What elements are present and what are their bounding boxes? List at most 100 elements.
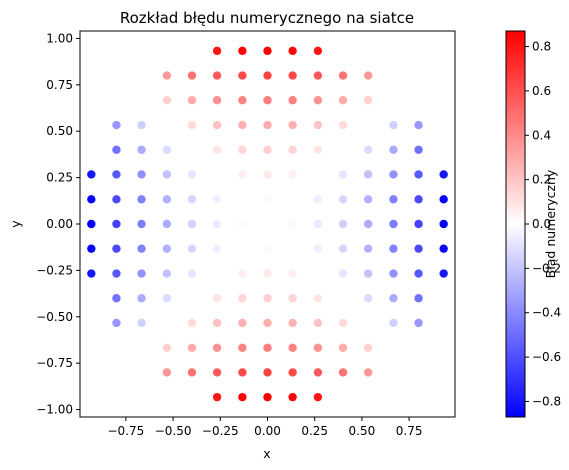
data-point <box>187 195 197 204</box>
data-point <box>238 96 247 105</box>
y-tick-label: 1.00 <box>46 31 73 45</box>
data-point <box>238 46 247 56</box>
data-point <box>338 120 348 130</box>
x-tick-label: −0.25 <box>202 424 239 438</box>
colorbar-label: Błąd numeryczny <box>543 169 558 278</box>
data-point <box>187 219 197 229</box>
data-point <box>162 195 172 204</box>
chart-title: Rozkład błędu numerycznego na siatce <box>120 9 414 27</box>
data-point <box>288 96 297 105</box>
data-point <box>363 294 373 303</box>
data-point <box>212 343 222 352</box>
data-point <box>238 195 247 204</box>
data-point <box>338 71 348 80</box>
data-point <box>288 294 297 303</box>
data-point <box>137 120 146 130</box>
data-point <box>212 392 222 402</box>
data-point <box>439 170 448 179</box>
data-point <box>137 96 146 105</box>
data-point <box>414 318 423 328</box>
data-point <box>187 343 197 352</box>
colorbar-tick-label: 0.4 <box>532 128 551 142</box>
data-point <box>288 170 297 179</box>
data-point <box>162 120 172 130</box>
data-point <box>363 269 373 278</box>
data-point <box>263 244 272 253</box>
data-point <box>212 120 222 130</box>
data-point <box>187 244 197 253</box>
colorbar-tick-label: −0.4 <box>532 306 561 320</box>
data-point <box>338 219 348 229</box>
data-point <box>288 244 297 253</box>
data-point <box>288 120 297 130</box>
data-point <box>162 368 172 377</box>
data-point <box>414 244 423 253</box>
data-point <box>313 46 323 56</box>
data-point <box>313 71 323 80</box>
data-point <box>338 269 348 278</box>
colorbar-tick-label: −0.2 <box>532 261 561 275</box>
data-point <box>137 195 146 204</box>
data-point <box>112 120 121 130</box>
data-point <box>263 46 272 56</box>
data-point <box>137 145 146 154</box>
x-tick-label: −0.50 <box>155 424 192 438</box>
data-point <box>112 219 121 229</box>
colorbar-ticks: −0.8 −0.6 −0.4 −0.2 0.0 0.2 0.4 0.6 0.8 <box>525 40 561 408</box>
y-tick-label: −1.00 <box>36 403 73 417</box>
colorbar-tick-label: 0.8 <box>532 40 551 54</box>
data-point <box>137 294 146 303</box>
y-tick-label: 0.25 <box>46 171 73 185</box>
y-tick-label: −0.50 <box>36 310 73 324</box>
y-axis-label: y <box>8 220 23 228</box>
data-point <box>263 195 272 204</box>
data-point <box>137 269 146 278</box>
data-point <box>162 318 172 328</box>
data-point <box>389 318 398 328</box>
data-point <box>263 219 272 229</box>
data-point <box>162 96 172 105</box>
data-point <box>288 46 297 56</box>
data-point <box>313 392 323 402</box>
data-point <box>112 244 121 253</box>
data-point <box>263 294 272 303</box>
data-point <box>238 170 247 179</box>
data-point <box>137 170 146 179</box>
data-point <box>338 343 348 352</box>
data-point <box>313 343 323 352</box>
data-point <box>288 195 297 204</box>
data-point <box>162 294 172 303</box>
data-point <box>212 145 222 154</box>
data-point <box>238 368 247 377</box>
data-point <box>338 294 348 303</box>
data-point <box>162 71 172 80</box>
data-point <box>87 219 96 229</box>
data-point <box>363 368 373 377</box>
data-point <box>389 145 398 154</box>
data-point <box>112 318 121 328</box>
data-point <box>363 145 373 154</box>
y-tick-label: −0.75 <box>36 356 73 370</box>
data-point <box>187 294 197 303</box>
data-point <box>263 120 272 130</box>
x-tick-label: 0.25 <box>301 424 328 438</box>
data-point <box>162 244 172 253</box>
data-point <box>212 294 222 303</box>
data-point <box>288 343 297 352</box>
data-point <box>389 343 398 352</box>
data-point <box>439 269 448 278</box>
y-tick-label: 0.00 <box>46 217 73 231</box>
data-point <box>313 120 323 130</box>
data-point <box>288 392 297 402</box>
x-tick-label: 0.50 <box>349 424 376 438</box>
data-point <box>112 269 121 278</box>
data-point <box>439 244 448 253</box>
colorbar-tick-label: 0.0 <box>532 217 551 231</box>
data-point <box>338 318 348 328</box>
x-tick-label: 0.75 <box>396 424 423 438</box>
data-point <box>112 170 121 179</box>
y-tick-label: 0.50 <box>46 124 73 138</box>
x-tick-label: −0.75 <box>107 424 144 438</box>
data-point <box>313 96 323 105</box>
